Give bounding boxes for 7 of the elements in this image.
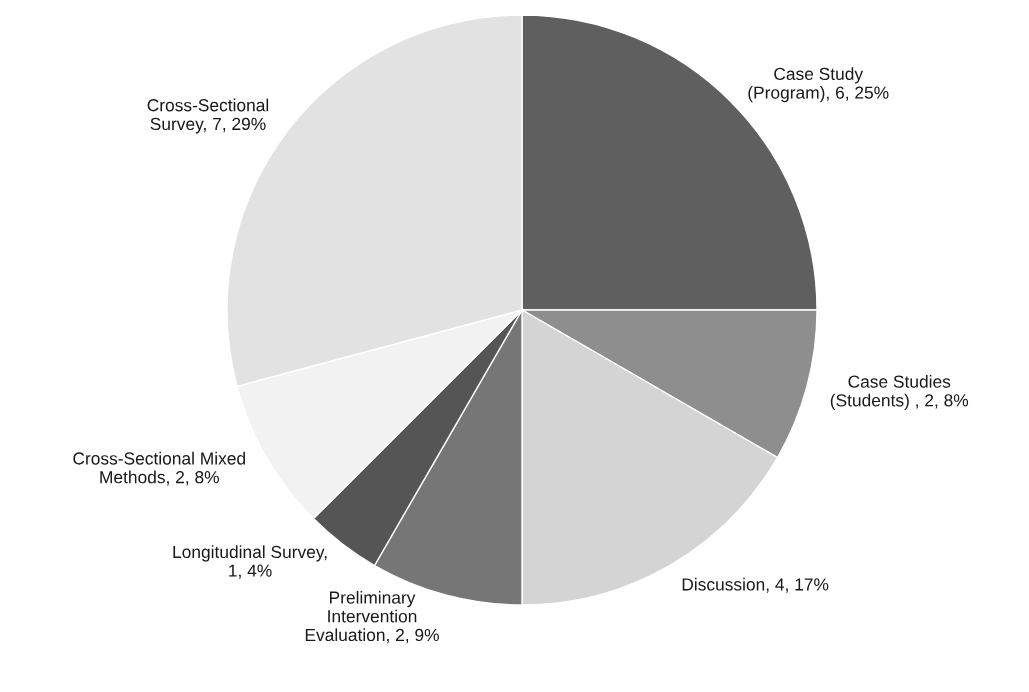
slice-label: Preliminary Intervention Evaluation, 2, 9% (305, 590, 439, 644)
slice-label: Cross-Sectional Mixed Methods, 2, 8% (73, 451, 245, 486)
slice-label: Case Study (Program), 6, 25% (748, 67, 889, 103)
slice-label: Case Studies (Students) , 2, 8% (830, 375, 969, 410)
slice-label: Discussion, 4, 17% (682, 577, 829, 593)
slice-label: Cross-Sectional Survey, 7, 29% (147, 98, 269, 134)
slice-label: Longitudinal Survey, 1, 4% (173, 545, 327, 579)
